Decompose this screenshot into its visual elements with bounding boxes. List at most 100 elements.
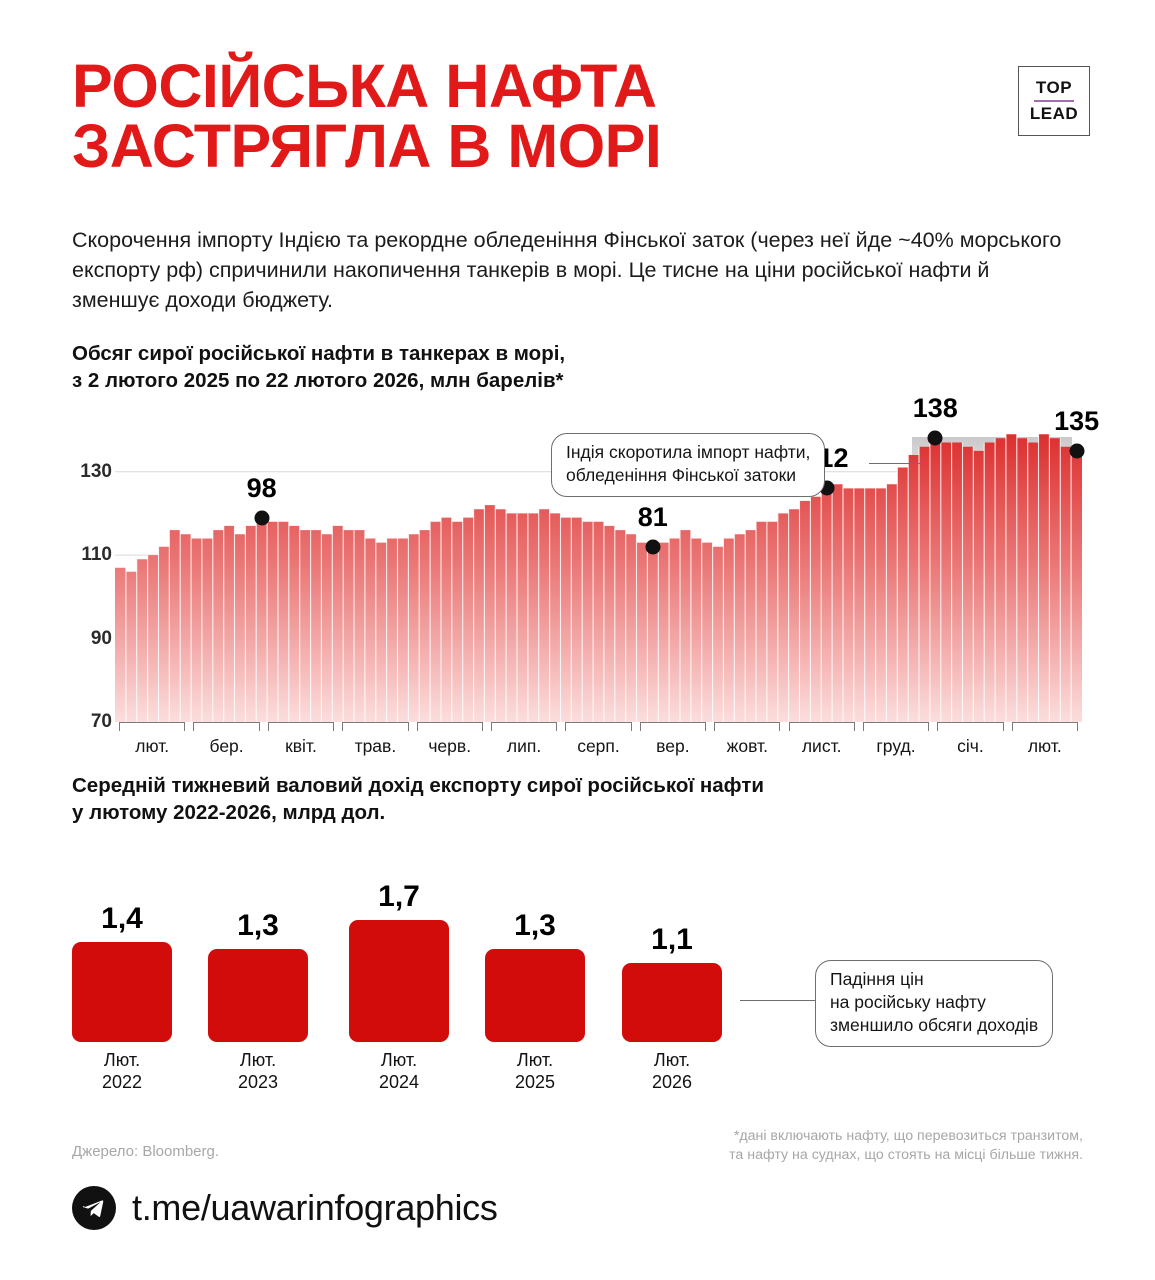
chart1-x-axis: лют. бер. квіт. трав. черв. лип. серп. вер. жовт…	[115, 722, 1082, 764]
chart2-bar	[72, 941, 172, 1042]
chart1-month-tick: січ.	[933, 722, 1007, 757]
chart1-y-tick: 70	[90, 711, 112, 732]
telegram-handle: t.me/uawarinfographics	[132, 1187, 498, 1228]
chart2-bar-label: Лют. 2022	[102, 1049, 142, 1093]
chart1-month-tick: лип.	[487, 722, 561, 757]
chart2-callout: Падіння цін на російську нафту зменшило …	[815, 960, 1054, 1047]
chart1-tick-bracket	[1011, 722, 1078, 731]
chart2-bar-label-line: 2025	[514, 1072, 556, 1092]
chart1-month-label: січ.	[957, 736, 984, 756]
telegram-icon	[72, 1186, 116, 1230]
chart1-data-label: 81	[637, 501, 668, 532]
chart1-month-tick: вер.	[636, 722, 710, 757]
chart1-month-label: квіт.	[285, 736, 317, 756]
chart1-month-tick: трав.	[338, 722, 412, 757]
source-label: Джерело: Bloomberg.	[72, 1143, 220, 1160]
chart2-bar-label-line: Лют.	[103, 1050, 141, 1070]
logo-top-text: TOP	[1035, 78, 1073, 97]
chart1-month-tick: груд.	[859, 722, 933, 757]
chart2-bar-label: Лют. 2024	[379, 1049, 419, 1093]
chart1-tick-bracket	[862, 722, 930, 731]
chart1-callout-line-2: обледеніння Фінської затоки	[566, 465, 797, 485]
chart2-callout-line-3: зменшило обсяги доходів	[830, 1015, 1039, 1035]
chart1-month-label: лист.	[801, 736, 842, 756]
chart1-month-label: груд.	[876, 736, 916, 756]
chart2-heading-line-1: Середній тижневий валовий дохід експорту…	[72, 774, 764, 797]
chart2-bar-label-line: Лют.	[239, 1050, 277, 1070]
chart2-bar-label-line: 2026	[651, 1072, 693, 1092]
chart1-data-label: 135	[1054, 405, 1100, 436]
chart2-bar-group: 1,1 Лют. 2026	[622, 920, 722, 1092]
chart2-bar-value: 1,3	[514, 908, 556, 942]
chart2-bar-group: 1,3 Лют. 2025	[485, 909, 585, 1092]
telegram-link[interactable]: t.me/uawarinfographics	[72, 1186, 498, 1230]
chart1-month-tick: лют.	[115, 722, 189, 757]
chart2-bar	[208, 948, 308, 1042]
chart1-month-tick: серп.	[561, 722, 635, 757]
footnote: *дані включають нафту, що перевозиться т…	[663, 1127, 1083, 1165]
chart1-callout-leader	[869, 463, 924, 465]
chart2-bar-value: 1,7	[378, 880, 420, 913]
logo-divider	[1034, 100, 1074, 102]
chart2-bar-group: 1,7 Лют. 2024	[349, 880, 449, 1092]
chart1-heading: Обсяг сирої російської нафти в танкерах …	[72, 340, 892, 394]
chart1-month-label: трав.	[354, 736, 397, 756]
logo-bottom-text: LEAD	[1029, 104, 1079, 123]
page-title: РОСІЙСЬКА НАФТА ЗАСТРЯГЛА В МОРІ	[72, 56, 952, 180]
chart2-bar-label-line: Лют.	[653, 1050, 691, 1070]
chart1-tick-bracket	[639, 722, 707, 731]
chart1-tick-bracket	[714, 722, 781, 731]
chart2-bar	[349, 920, 449, 1042]
chart1-data-point	[927, 430, 943, 446]
chart1-month-label: лют.	[135, 736, 170, 756]
chart1-callout-line-1: Індія скоротила імпорт нафти,	[566, 442, 811, 462]
chart1-y-tick: 110	[81, 544, 112, 566]
chart1-month-tick: лют.	[1008, 722, 1082, 757]
chart2-heading: Середній тижневий валовий дохід експорту…	[72, 772, 1032, 826]
chart2-bar-label: Лют. 2023	[238, 1049, 278, 1093]
toplead-logo: TOP LEAD	[1018, 66, 1090, 136]
chart1-tick-bracket	[416, 722, 483, 731]
chart1-month-label: лип.	[506, 736, 542, 756]
chart1-month-tick: лист.	[785, 722, 859, 757]
chart1-data-point	[645, 539, 661, 555]
chart1-month-tick: квіт.	[264, 722, 338, 757]
chart1-y-axis: 70 90 110 130	[72, 430, 112, 732]
chart1-data-label: 138	[912, 393, 958, 424]
chart1-tick-bracket	[490, 722, 558, 731]
chart1-data-label: 98	[246, 472, 277, 503]
chart2-bar-label: Лют. 2025	[515, 1049, 555, 1093]
chart1-month-label: жовт.	[726, 736, 768, 756]
chart1-month-label: лют.	[1027, 736, 1062, 756]
chart2-bar-value: 1,4	[101, 901, 143, 935]
page-title-line-1: РОСІЙСЬКА НАФТА	[72, 52, 657, 120]
chart1-y-tick: 90	[90, 627, 112, 649]
chart1-tick-bracket	[788, 722, 855, 731]
footnote-line-2: та нафту на суднах, що стоять на місці б…	[729, 1147, 1083, 1163]
chart1-month-label: серп.	[577, 736, 620, 756]
chart1-data-point	[254, 510, 270, 526]
chart2-bar-group: 1,3 Лют. 2023	[208, 909, 308, 1092]
page-title-line-2: ЗАСТРЯГЛА В МОРІ	[72, 112, 662, 180]
chart2-callout-line-2: на російську нафту	[830, 992, 986, 1012]
chart1-month-tick: бер.	[189, 722, 263, 757]
chart1-month-tick: черв.	[413, 722, 487, 757]
chart2-bar	[622, 963, 722, 1042]
chart2-bar-group: 1,4 Лют. 2022	[72, 902, 172, 1092]
chart1-y-tick: 130	[80, 460, 112, 482]
chart2-callout-line-1: Падіння цін	[830, 969, 924, 989]
export-revenue-chart: 1,4 Лют. 2022 1,3 Лют. 2023 1,7 Лют. 2024 1,3 Лют.…	[72, 860, 1082, 1100]
chart1-tick-bracket	[119, 722, 186, 731]
chart1-series-svg	[115, 434, 1082, 722]
footnote-line-1: *дані включають нафту, що перевозиться т…	[733, 1128, 1083, 1144]
chart2-heading-line-2: у лютому 2022-2026, млрд дол.	[72, 801, 386, 824]
chart1-plot-area	[115, 430, 1082, 722]
chart2-bar-label: Лют. 2026	[652, 1049, 692, 1093]
chart2-callout-leader	[740, 1000, 815, 1002]
chart1-data-point	[1069, 443, 1085, 459]
chart2-bar-label-line: Лют.	[516, 1050, 554, 1070]
chart1-tick-bracket	[937, 722, 1004, 731]
chart2-bar-value: 1,3	[237, 908, 279, 942]
chart1-month-label: вер.	[656, 736, 690, 756]
